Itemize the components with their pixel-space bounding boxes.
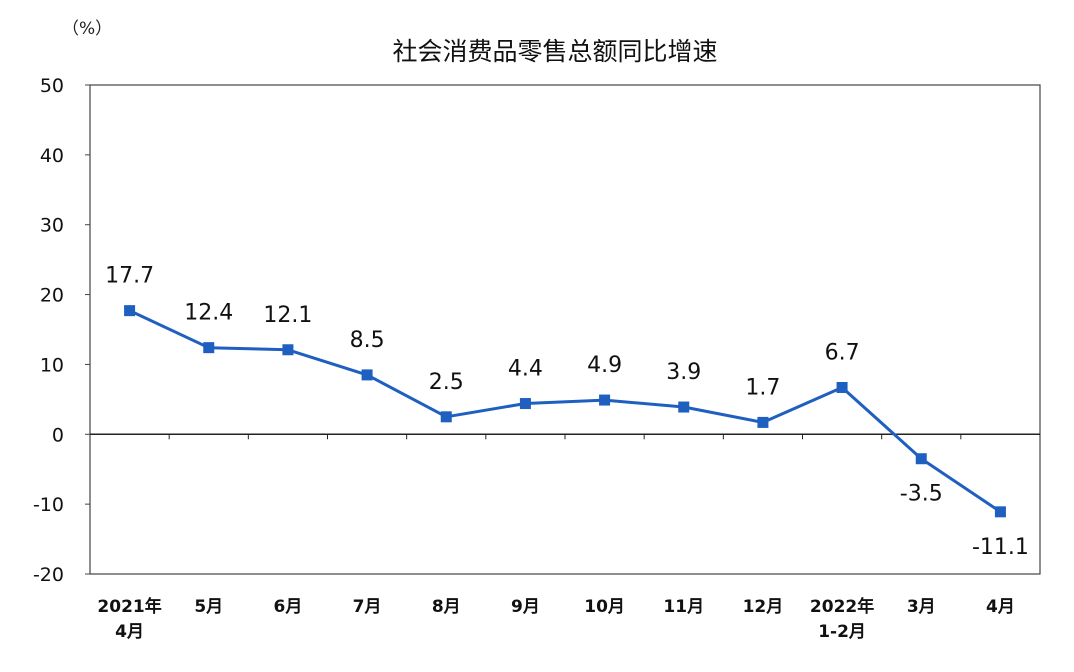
data-point-marker bbox=[915, 453, 927, 465]
data-points bbox=[124, 305, 1006, 518]
x-tick-label: 10月 bbox=[584, 597, 625, 617]
x-tick-label-line: 8月 bbox=[432, 597, 461, 617]
x-tick-label: 7月 bbox=[353, 597, 382, 617]
x-tick-label: 2021年 4月 bbox=[97, 596, 161, 642]
data-point-marker bbox=[994, 506, 1006, 518]
x-tick-label-line: 12月 bbox=[743, 597, 784, 617]
x-axis: 2021年 4月 5月 6月 7月 8月 9月 10月 11月 12月 2022年 1-2月 3月 4月 bbox=[97, 434, 1015, 642]
x-tick-label-line: 2021年 bbox=[97, 596, 161, 617]
data-label: 4.4 bbox=[508, 357, 543, 382]
y-tick-label: -10 bbox=[33, 494, 64, 516]
data-label: 12.4 bbox=[184, 301, 233, 326]
data-point-marker bbox=[124, 305, 136, 317]
data-label: 1.7 bbox=[745, 375, 780, 400]
data-labels: 17.7 12.4 12.1 8.5 2.5 4.4 4.9 3.9 1.7 6.7 -3.5 -11… bbox=[105, 264, 1029, 560]
data-label: 17.7 bbox=[105, 264, 154, 289]
x-tick-label-line: 7月 bbox=[353, 597, 382, 617]
data-point-marker bbox=[282, 344, 294, 356]
x-tick-label-line: 4月 bbox=[115, 622, 144, 642]
y-tick-label: 0 bbox=[52, 424, 64, 446]
data-label: -3.5 bbox=[900, 482, 943, 507]
x-tick-label: 3月 bbox=[907, 597, 936, 617]
y-tick-label: 30 bbox=[40, 215, 64, 237]
x-tick-label-line: 10月 bbox=[584, 597, 625, 617]
data-point-marker bbox=[440, 411, 452, 423]
x-tick-label-line: 6月 bbox=[273, 597, 302, 617]
x-tick-label-line: 3月 bbox=[907, 597, 936, 617]
x-tick-label-line: 4月 bbox=[986, 597, 1015, 617]
data-label: 3.9 bbox=[666, 360, 701, 385]
chart-title: 社会消费品零售总额同比增速 bbox=[392, 37, 717, 66]
data-label: 6.7 bbox=[825, 340, 860, 365]
y-tick-label: 10 bbox=[40, 354, 64, 376]
x-tick-label: 4月 bbox=[986, 597, 1015, 617]
x-tick-label-line: 2022年 bbox=[810, 596, 874, 617]
plot-area-frame bbox=[89, 84, 1041, 575]
y-tick-label: 40 bbox=[40, 145, 64, 167]
x-tick-label: 11月 bbox=[663, 597, 704, 617]
x-tick-label-line: 11月 bbox=[663, 597, 704, 617]
x-tick-label: 2022年 1-2月 bbox=[810, 596, 874, 642]
data-label: 4.9 bbox=[587, 353, 622, 378]
y-axis-unit-label: （%） bbox=[62, 19, 112, 39]
data-point-marker bbox=[361, 369, 373, 381]
y-axis: -20 -10 0 10 20 30 40 50 bbox=[33, 75, 90, 586]
x-tick-label: 9月 bbox=[511, 597, 540, 617]
data-label: 12.1 bbox=[263, 303, 312, 328]
data-label: 8.5 bbox=[350, 328, 385, 353]
data-point-marker bbox=[599, 394, 611, 406]
y-tick-label: 50 bbox=[40, 75, 64, 97]
y-tick-label: -20 bbox=[33, 564, 64, 586]
data-point-marker bbox=[203, 342, 215, 354]
series-line bbox=[128, 309, 1002, 514]
y-tick-label: 20 bbox=[40, 285, 64, 307]
data-label: -11.1 bbox=[972, 535, 1029, 560]
x-tick-label: 5月 bbox=[194, 597, 223, 617]
data-point-marker bbox=[757, 416, 769, 428]
x-tick-label-line: 5月 bbox=[194, 597, 223, 617]
x-tick-label-line: 9月 bbox=[511, 597, 540, 617]
x-tick-label: 6月 bbox=[273, 597, 302, 617]
data-point-marker bbox=[519, 398, 531, 410]
x-tick-label: 12月 bbox=[743, 597, 784, 617]
data-point-marker bbox=[836, 381, 848, 393]
data-label: 2.5 bbox=[429, 370, 464, 395]
x-tick-label-line: 1-2月 bbox=[818, 622, 866, 642]
x-tick-label: 8月 bbox=[432, 597, 461, 617]
data-point-marker bbox=[678, 401, 690, 413]
